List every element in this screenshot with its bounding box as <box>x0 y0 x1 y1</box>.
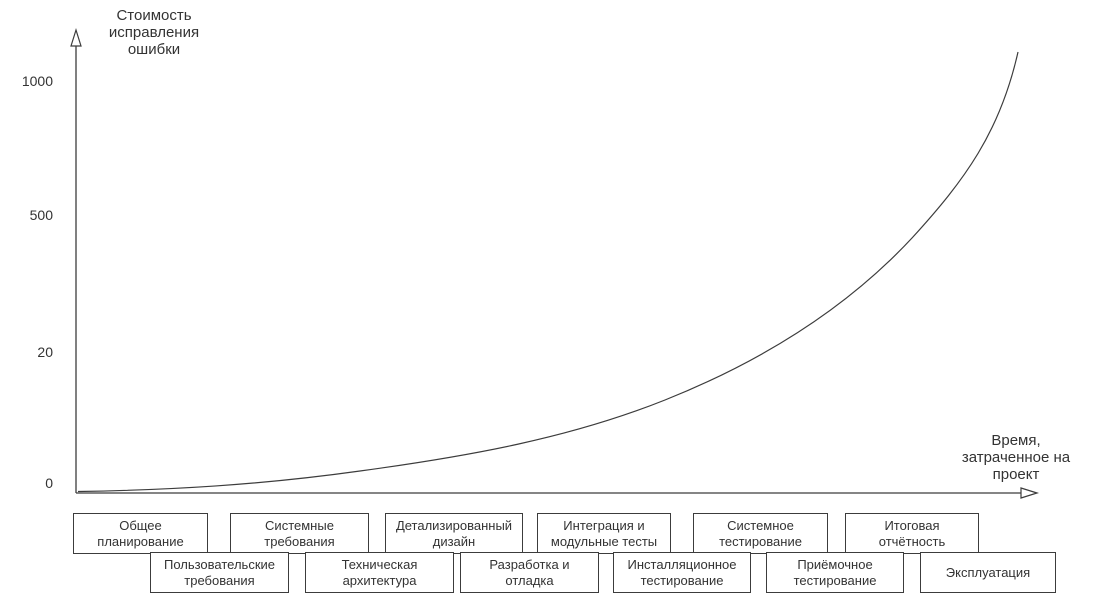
y-tick-20: 20 <box>37 344 53 360</box>
phase-box-system-testing: Системное тестирование <box>693 513 828 554</box>
x-axis-arrowhead-icon <box>1020 487 1040 499</box>
phase-box-technical-architecture: Техническая архитектура <box>305 552 454 593</box>
phase-box-integration-module-tests: Интеграция и модульные тесты <box>537 513 671 554</box>
cost-curve <box>77 51 1019 493</box>
y-axis-arrowhead-icon <box>70 27 82 47</box>
phase-box-general-planning: Общее планирование <box>73 513 208 554</box>
y-tick-500: 500 <box>29 207 53 223</box>
phase-box-operation: Эксплуатация <box>920 552 1056 593</box>
phase-box-final-reporting: Итоговая отчётность <box>845 513 979 554</box>
y-tick-0: 0 <box>45 475 53 491</box>
y-tick-1000: 1000 <box>21 73 53 89</box>
phase-box-detailed-design: Детализированный дизайн <box>385 513 523 554</box>
phase-box-user-requirements: Пользовательские требования <box>150 552 289 593</box>
phase-box-system-requirements: Системные требования <box>230 513 369 554</box>
phase-box-development-debugging: Разработка и отладка <box>460 552 599 593</box>
x-axis-title: Время, затраченное на проект <box>961 432 1071 483</box>
y-axis-title: Стоимость исправления ошибки <box>108 7 200 58</box>
phase-box-installation-testing: Инсталляционное тестирование <box>613 552 751 593</box>
phase-box-acceptance-testing: Приёмочное тестирование <box>766 552 904 593</box>
